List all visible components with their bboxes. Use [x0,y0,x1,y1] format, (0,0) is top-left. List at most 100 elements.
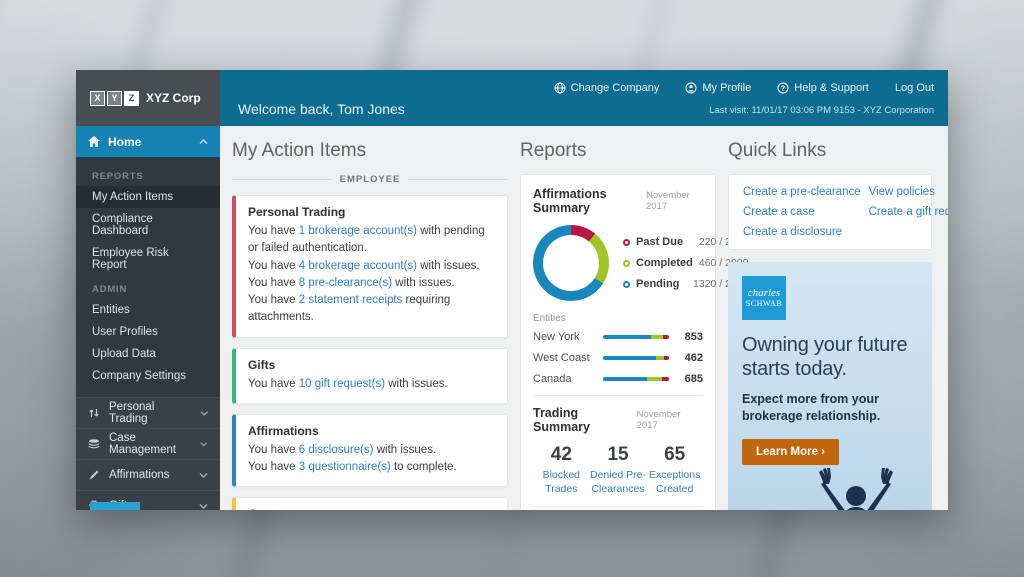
app-window: X Y Z XYZ Corp Welcome back, Tom Jones C… [76,70,948,510]
blocked-trades-link[interactable]: Blocked Trades [542,469,581,495]
legend-completed: Completed 460 / 2000 [623,257,748,269]
silhouette-figure [819,468,893,510]
quick-links-title: Quick Links [728,140,827,161]
logo-box-z: Z [124,90,139,106]
sidebar-item-employee-risk-report[interactable]: Employee Risk Report [92,247,169,271]
gifts-card: Gifts You have 10 gift request(s) with i… [232,347,508,404]
create-gift-request-link[interactable]: Create a gift request [868,206,948,218]
action-line: You have 1 brokerage account(s) with pen… [248,225,485,255]
west-coast-bar-chart [603,356,669,360]
action-items-column: My Action Items EMPLOYEE Personal Tradin… [232,140,508,510]
sidebar-item-home[interactable]: Home [76,126,220,157]
logo-box-y: Y [107,90,122,106]
reports-title: Reports [520,140,587,161]
trading-stats: 42 Blocked Trades 15 Denied Pre-Clearanc… [533,444,703,496]
blocked-trades-stat: 42 Blocked Trades [533,444,590,496]
log-out-link[interactable]: Log Out [895,82,934,94]
questionnaires-link[interactable]: 3 questionnaire(s) [298,461,391,473]
logo-box-x: X [90,90,105,106]
schwab-ad-banner[interactable]: charles SCHWAB Owning your future starts… [728,262,932,510]
layers-icon [88,438,100,450]
sidebar-item-compliance-dashboard[interactable]: Compliance Dashboard [92,213,153,237]
card-title: Affirmations [248,423,319,438]
chevron-down-icon [199,411,208,416]
exceptions-created-link[interactable]: Exceptions Created [648,469,701,495]
sidebar: Home REPORTS My Action Items Compliance … [76,126,220,510]
exceptions-created-stat: 65 Exceptions Created [646,444,703,496]
affirmations-period: November 2017 [646,190,690,212]
reports-section-label: REPORTS [92,171,144,182]
card-title: Cases [248,507,495,510]
brokerage-issues-link[interactable]: 4 brokerage account(s) [298,259,417,272]
sidebar-item-entities[interactable]: Entities [92,304,130,316]
chevron-down-icon [199,503,208,509]
change-company-link[interactable]: Change Company [554,82,659,94]
pen-icon [88,469,100,481]
action-line: You have 8 pre-clearance(s) with issues. [248,276,455,289]
statement-receipts-link[interactable]: 2 statement receipts [298,294,403,306]
action-line: You have 10 gift request(s) with issues. [248,377,448,390]
employee-divider: EMPLOYEE [232,174,508,185]
chevron-down-icon [199,472,208,478]
sidebar-bottom-tab[interactable] [90,502,140,510]
case-management-label: Case Management [109,432,177,456]
sidebar-item-affirmations[interactable]: Affirmations [76,459,220,490]
disclosures-link[interactable]: 6 disclosure(s) [298,443,374,456]
affirmations-label: Affirmations [109,469,170,481]
affirmations-donut-chart [533,225,609,301]
sidebar-item-personal-trading[interactable]: Personal Trading [76,397,220,428]
gift-requests-link[interactable]: 10 gift request(s) [298,377,386,390]
company-name: XYZ Corp [146,91,201,105]
header-bar: Welcome back, Tom Jones Change Company M… [220,70,948,126]
sidebar-item-my-action-items[interactable]: My Action Items [76,186,220,208]
denied-preclearances-stat: 15 Denied Pre-Clearances [589,444,647,495]
canada-bar-chart [603,377,669,381]
my-profile-label: My Profile [702,82,752,94]
charles-schwab-logo: charles SCHWAB [742,276,786,320]
reports-column: Reports Affirmations Summary November 20… [520,140,748,510]
affirmations-summary-heading: Affirmations Summary [533,187,607,215]
trading-summary-heading: Trading Summary [533,406,590,434]
sidebar-item-upload-data[interactable]: Upload Data [92,348,156,360]
create-preclearance-link[interactable]: Create a pre-clearance [743,186,861,198]
past-due-marker-icon [623,238,630,246]
quick-links-column: Quick Links Create a pre-clearance View … [728,140,948,510]
globe-icon [554,82,566,94]
view-policies-link[interactable]: View policies [868,186,935,198]
action-line: You have 4 brokerage account(s) with iss… [248,259,480,272]
completed-marker-icon [623,259,630,267]
learn-more-button[interactable]: Learn More › [742,438,840,465]
action-items-title: My Action Items [232,140,367,161]
top-header: X Y Z XYZ Corp Welcome back, Tom Jones C… [76,70,948,126]
brokerage-pending-link[interactable]: 1 brokerage account(s) [298,225,417,237]
svg-text:?: ? [781,84,786,93]
card-title: Gifts [248,357,276,372]
entities-heading: Entities [533,313,566,324]
sidebar-item-case-management[interactable]: Case Management [76,428,220,459]
action-line: You have 6 disclosure(s) with issues. [248,443,437,456]
chevron-down-icon [200,442,208,447]
card-title: Personal Trading [248,205,346,219]
personal-trading-card: Personal Trading You have 1 brokerage ac… [232,195,508,338]
ad-subtext: Expect more from your brokerage relation… [742,392,881,424]
create-disclosure-link[interactable]: Create a disclosure [743,226,843,238]
affirmations-donut-row: Past Due 220 / 2000 Completed 460 / 2000… [533,225,748,301]
denied-preclearances-link[interactable]: Denied Pre-Clearances [589,469,647,495]
trading-summary-section: Trading Summary November 2017 42 Blocked… [533,395,703,496]
company-logo: X Y Z XYZ Corp [76,70,220,126]
help-support-link[interactable]: ? Help & Support [777,82,869,94]
my-profile-link[interactable]: My Profile [685,82,751,94]
pending-marker-icon [623,280,630,288]
header-nav: Change Company My Profile ? Help & Suppo… [554,82,934,94]
ad-headline: Owning your future starts today. [742,334,908,380]
person-icon [685,82,697,94]
sidebar-item-user-profiles[interactable]: User Profiles [92,326,158,338]
new-york-bar-chart [603,335,669,339]
help-support-label: Help & Support [794,82,869,94]
entity-row-west-coast: West Coast 462 [533,352,703,364]
last-visit-text: Last visit: 11/01/17 03:06 PM 9153 - XYZ… [709,105,934,116]
preclearance-issues-link[interactable]: 8 pre-clearance(s) [298,276,393,289]
sidebar-item-company-settings[interactable]: Company Settings [92,370,186,382]
personal-trading-label: Personal Trading [109,401,155,425]
create-case-link[interactable]: Create a case [743,206,815,218]
